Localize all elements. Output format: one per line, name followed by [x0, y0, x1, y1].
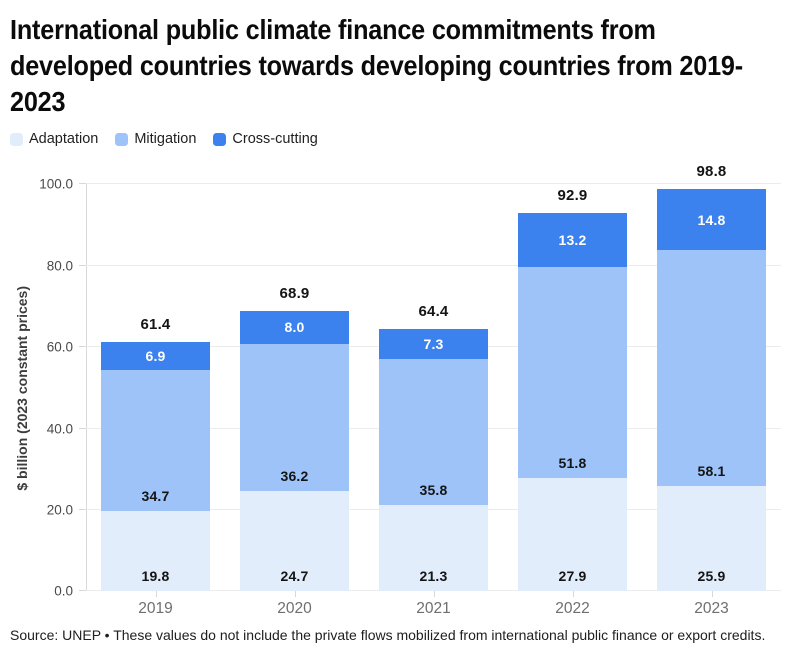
- bar-segment-adaptation-2022[interactable]: [518, 477, 627, 592]
- y-tick-mark: [79, 590, 86, 592]
- bar-segment-cross-cutting-2022[interactable]: [518, 213, 627, 268]
- bar-segment-mitigation-2023[interactable]: [657, 249, 766, 487]
- bar-segment-mitigation-2019[interactable]: [101, 369, 210, 511]
- legend-swatch-mitigation: [115, 132, 129, 146]
- y-tick-label: 100.0: [39, 176, 73, 192]
- legend-item-mitigation[interactable]: Mitigation: [115, 131, 196, 147]
- bar-segment-adaptation-2020[interactable]: [240, 490, 349, 592]
- y-axis-title: $ billion (2023 constant prices): [10, 184, 34, 591]
- x-tick-label: 2022: [555, 600, 590, 618]
- bar-segment-mitigation-2020[interactable]: [240, 343, 349, 491]
- legend-item-label: Adaptation: [29, 131, 99, 148]
- bar-2021: 21.3 35.8 7.3 64.4: [364, 184, 503, 592]
- bar-2022: 27.9 51.8 13.2 92.9: [503, 184, 642, 592]
- plot-area: 0.0 20.0 40.0 60.0 80.0 100.0 2019 19.8 34.7 6.9 6…: [39, 163, 781, 617]
- bar-segment-cross-cutting-2019[interactable]: [101, 341, 210, 370]
- bar-total-label: 92.9: [557, 187, 588, 205]
- y-axis-line: [86, 184, 87, 592]
- bar-total-label: 68.9: [279, 285, 310, 303]
- bar-total-label: 64.4: [418, 303, 449, 321]
- grid-line: [86, 264, 781, 266]
- bar-segment-mitigation-2021[interactable]: [379, 359, 488, 505]
- bar-segment-adaptation-2021[interactable]: [379, 504, 488, 592]
- grid-line: [86, 183, 781, 185]
- x-tick-mark: [294, 591, 296, 598]
- bar-segment-mitigation-2022[interactable]: [518, 267, 627, 478]
- legend-item-label: Cross-cutting: [232, 131, 318, 148]
- bar-total-label: 98.8: [696, 163, 727, 181]
- bar-2023: 25.9 58.1 14.8 98.8: [642, 163, 781, 592]
- bar-segment-cross-cutting-2021[interactable]: [379, 329, 488, 360]
- source-note: Source: UNEP • These values do not inclu…: [10, 627, 766, 643]
- y-tick-label: 0.0: [54, 583, 73, 599]
- y-tick-mark: [79, 346, 86, 348]
- bar-segment-adaptation-2019[interactable]: [101, 510, 210, 592]
- bar-2019: 19.8 34.7 6.9 61.4: [86, 184, 225, 592]
- bar-segment-cross-cutting-2020[interactable]: [240, 311, 349, 344]
- bar-2020: 24.7 36.2 8.0 68.9: [225, 184, 364, 592]
- legend-swatch-cross-cutting: [213, 132, 227, 146]
- y-tick-label: 60.0: [46, 339, 73, 355]
- x-tick-label: 2023: [694, 600, 729, 618]
- y-tick-mark: [79, 427, 86, 429]
- stacked-bar-chart: $ billion (2023 constant prices) 0.0 20.0…: [10, 163, 782, 617]
- x-tick-mark: [433, 591, 435, 598]
- bar-segment-cross-cutting-2023[interactable]: [657, 189, 766, 250]
- y-tick-mark: [79, 509, 86, 511]
- y-tick-mark: [79, 264, 86, 266]
- bar-total-label: 61.4: [140, 315, 171, 333]
- y-tick-mark: [79, 183, 86, 185]
- legend-item-cross-cutting[interactable]: Cross-cutting: [213, 131, 318, 148]
- chart-title: International public climate finance com…: [10, 14, 743, 117]
- legend-swatch-adaptation: [10, 132, 23, 146]
- x-tick-mark: [711, 591, 713, 598]
- bar-segment-adaptation-2023[interactable]: [657, 486, 766, 592]
- x-tick-label: 2019: [138, 600, 173, 618]
- x-tick-mark: [155, 591, 157, 598]
- legend-item-adaptation[interactable]: Adaptation: [10, 131, 98, 147]
- x-tick-label: 2020: [277, 600, 312, 618]
- y-axis-title-text: $ billion (2023 constant prices): [14, 285, 30, 491]
- legend: Adaptation Mitigation Cross-cutting: [10, 130, 782, 148]
- legend-item-label: Mitigation: [134, 131, 197, 148]
- y-tick-label: 80.0: [46, 258, 73, 274]
- y-tick-label: 20.0: [46, 502, 73, 518]
- x-tick-mark: [572, 591, 574, 598]
- y-tick-label: 40.0: [46, 421, 73, 437]
- x-tick-label: 2021: [416, 600, 451, 618]
